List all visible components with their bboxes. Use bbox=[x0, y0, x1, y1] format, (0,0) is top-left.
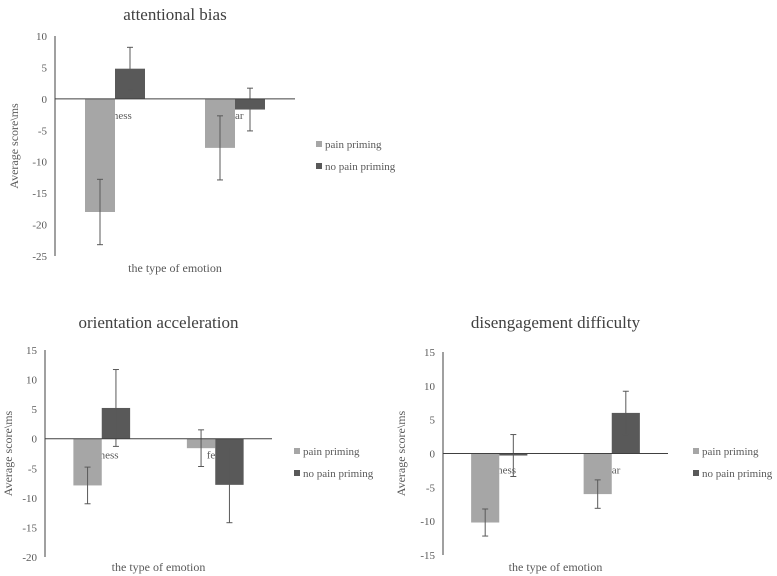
chart-2: disengagement difficulty 15 10 5 0 -5 -10 -15 Av… bbox=[394, 313, 773, 574]
y-axis-label: Average score\ms bbox=[394, 410, 408, 496]
x-axis-label: the type of emotion bbox=[128, 261, 222, 275]
legend-swatch bbox=[316, 141, 322, 147]
y-tick-label: -5 bbox=[426, 482, 436, 494]
chart-title: disengagement difficulty bbox=[471, 313, 641, 332]
legend-label: pain priming bbox=[325, 139, 382, 151]
legend-label: no pain priming bbox=[702, 468, 773, 480]
legend-label: pain priming bbox=[303, 446, 360, 458]
legend-swatch bbox=[294, 448, 300, 454]
legend-label: no pain priming bbox=[303, 468, 374, 480]
y-tick-label: -15 bbox=[32, 188, 47, 200]
y-tick-label: 5 bbox=[32, 404, 38, 416]
y-tick-label: 15 bbox=[424, 347, 436, 359]
y-tick-label: 5 bbox=[430, 415, 436, 427]
y-tick-label: -10 bbox=[22, 493, 37, 505]
legend-swatch bbox=[294, 470, 300, 476]
y-tick-label: -5 bbox=[38, 125, 48, 137]
legend-swatch bbox=[693, 448, 699, 454]
y-tick-label: 10 bbox=[424, 381, 436, 393]
x-axis-label: the type of emotion bbox=[112, 560, 206, 574]
y-axis-label: Average score\ms bbox=[1, 410, 15, 496]
y-tick-label: -15 bbox=[420, 550, 435, 562]
legend-swatch bbox=[693, 470, 699, 476]
legend-label: no pain priming bbox=[325, 161, 396, 173]
y-tick-label: 0 bbox=[32, 434, 38, 446]
chart-0: attentional bias 10 5 0 -5 -10 -15 -20 -25 Averag… bbox=[7, 5, 396, 275]
y-tick-label: 0 bbox=[42, 94, 48, 106]
chart-title: orientation acceleration bbox=[79, 313, 239, 332]
y-tick-label: -25 bbox=[32, 251, 47, 263]
x-axis-label: the type of emotion bbox=[509, 560, 603, 574]
y-tick-label: 15 bbox=[26, 345, 38, 357]
y-tick-label: 10 bbox=[26, 375, 38, 387]
y-tick-label: 0 bbox=[430, 449, 436, 461]
y-tick-label: -15 bbox=[22, 522, 37, 534]
chart-1: orientation acceleration 15 10 5 0 -5 -10 -15 -2… bbox=[1, 313, 374, 574]
chart-title: attentional bias bbox=[123, 5, 226, 24]
legend-label: pain priming bbox=[702, 446, 759, 458]
y-tick-label: -10 bbox=[420, 516, 435, 528]
legend-swatch bbox=[316, 163, 322, 169]
y-tick-label: 5 bbox=[42, 62, 48, 74]
y-tick-label: -5 bbox=[28, 463, 38, 475]
y-axis-label: Average score\ms bbox=[7, 103, 21, 189]
y-tick-label: -10 bbox=[32, 157, 47, 169]
y-tick-label: -20 bbox=[22, 552, 37, 564]
y-tick-label: 10 bbox=[36, 31, 48, 43]
y-tick-label: -20 bbox=[32, 220, 47, 232]
